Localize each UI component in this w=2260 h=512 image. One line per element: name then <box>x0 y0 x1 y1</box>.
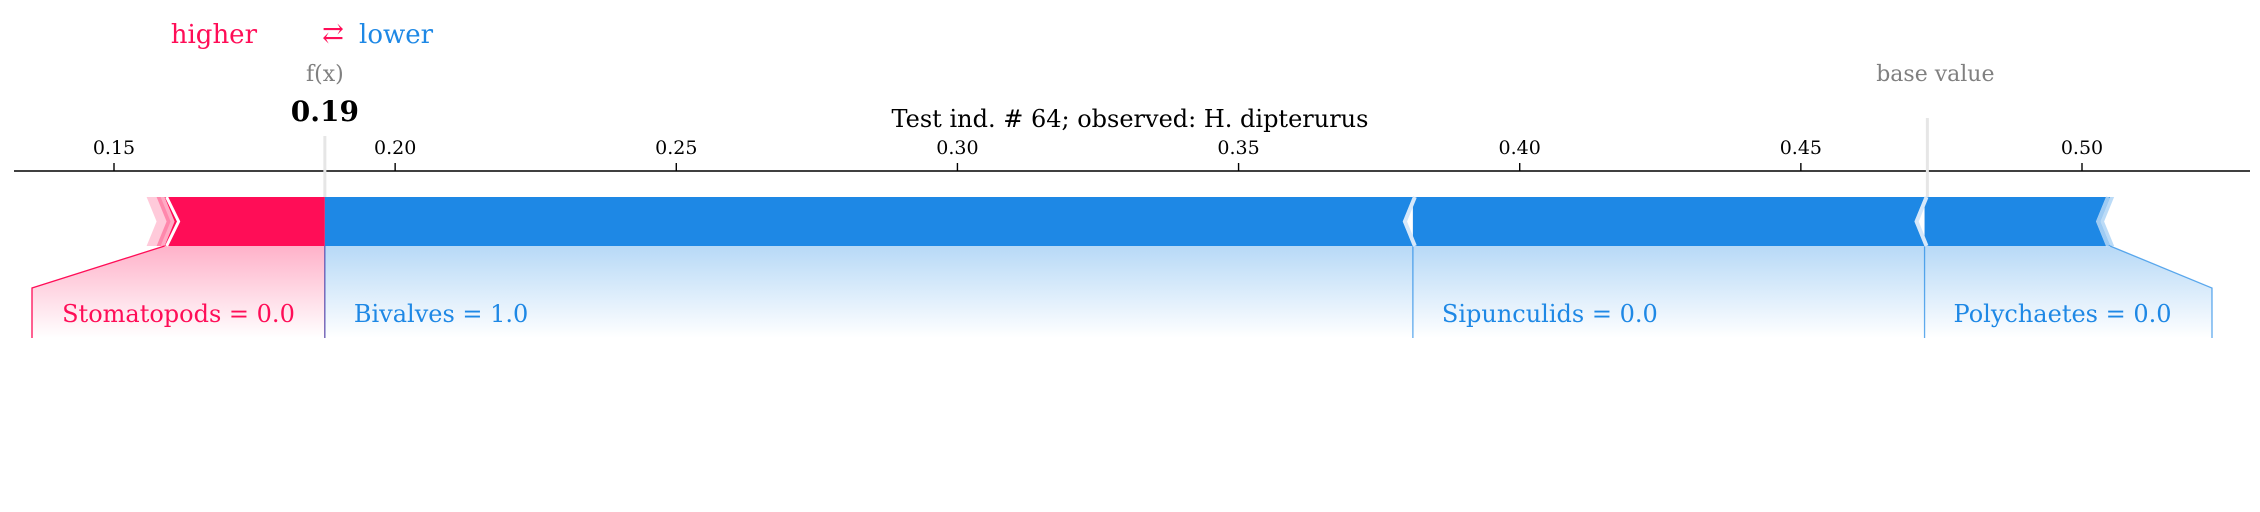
force-tail-negative <box>2096 197 2115 246</box>
force-bars <box>146 196 2115 247</box>
legend-higher: higher <box>171 20 258 50</box>
chart-title: Test ind. # 64; observed: H. dipterurus <box>892 105 1369 133</box>
feature-label: Polychaetes = 0.0 <box>1954 300 2172 328</box>
x-tick-label: 0.25 <box>655 137 697 159</box>
force-separator <box>1402 196 1417 247</box>
feature-label: Sipunculids = 0.0 <box>1442 300 1658 328</box>
x-tick-label: 0.35 <box>1217 137 1259 159</box>
force-bar-positive <box>164 197 325 246</box>
feature-label-connectors <box>31 245 2213 338</box>
x-tick-label: 0.30 <box>936 137 978 159</box>
fx-value: 0.19 <box>291 95 359 128</box>
legend-arrow-icon: ⇄ <box>322 19 344 49</box>
x-tick-label: 0.40 <box>1499 137 1541 159</box>
legend-lower: lower <box>359 20 434 50</box>
force-bar-negative <box>324 197 1413 246</box>
label-connector <box>31 245 165 338</box>
x-axis-ticks: 0.15 0.20 0.25 0.30 0.35 0.40 0.45 0.50 <box>93 137 2103 171</box>
force-bar-negative <box>1924 197 2111 246</box>
feature-label: Bivalves = 1.0 <box>354 300 528 328</box>
force-separator <box>165 196 181 247</box>
feature-label: Stomatopods = 0.0 <box>62 300 295 328</box>
x-tick-label: 0.50 <box>2061 137 2103 159</box>
label-connector <box>2109 245 2213 338</box>
feature-labels: Stomatopods = 0.0 Bivalves = 1.0 Sipunculi… <box>62 300 2171 328</box>
label-gradient <box>324 246 1413 338</box>
x-tick-label: 0.20 <box>374 137 416 159</box>
label-gradient <box>1924 246 2212 338</box>
force-separator <box>1914 196 1929 247</box>
x-tick-label: 0.15 <box>93 137 135 159</box>
base-value-label: base value <box>1876 62 1994 87</box>
fx-label: f(x) <box>306 62 344 87</box>
label-gradient <box>32 246 325 338</box>
x-tick-label: 0.45 <box>1780 137 1822 159</box>
label-gradient <box>1412 246 1925 338</box>
force-bar-negative <box>1412 197 1925 246</box>
force-tail-positive <box>146 197 171 246</box>
force-separator <box>2095 196 2110 247</box>
